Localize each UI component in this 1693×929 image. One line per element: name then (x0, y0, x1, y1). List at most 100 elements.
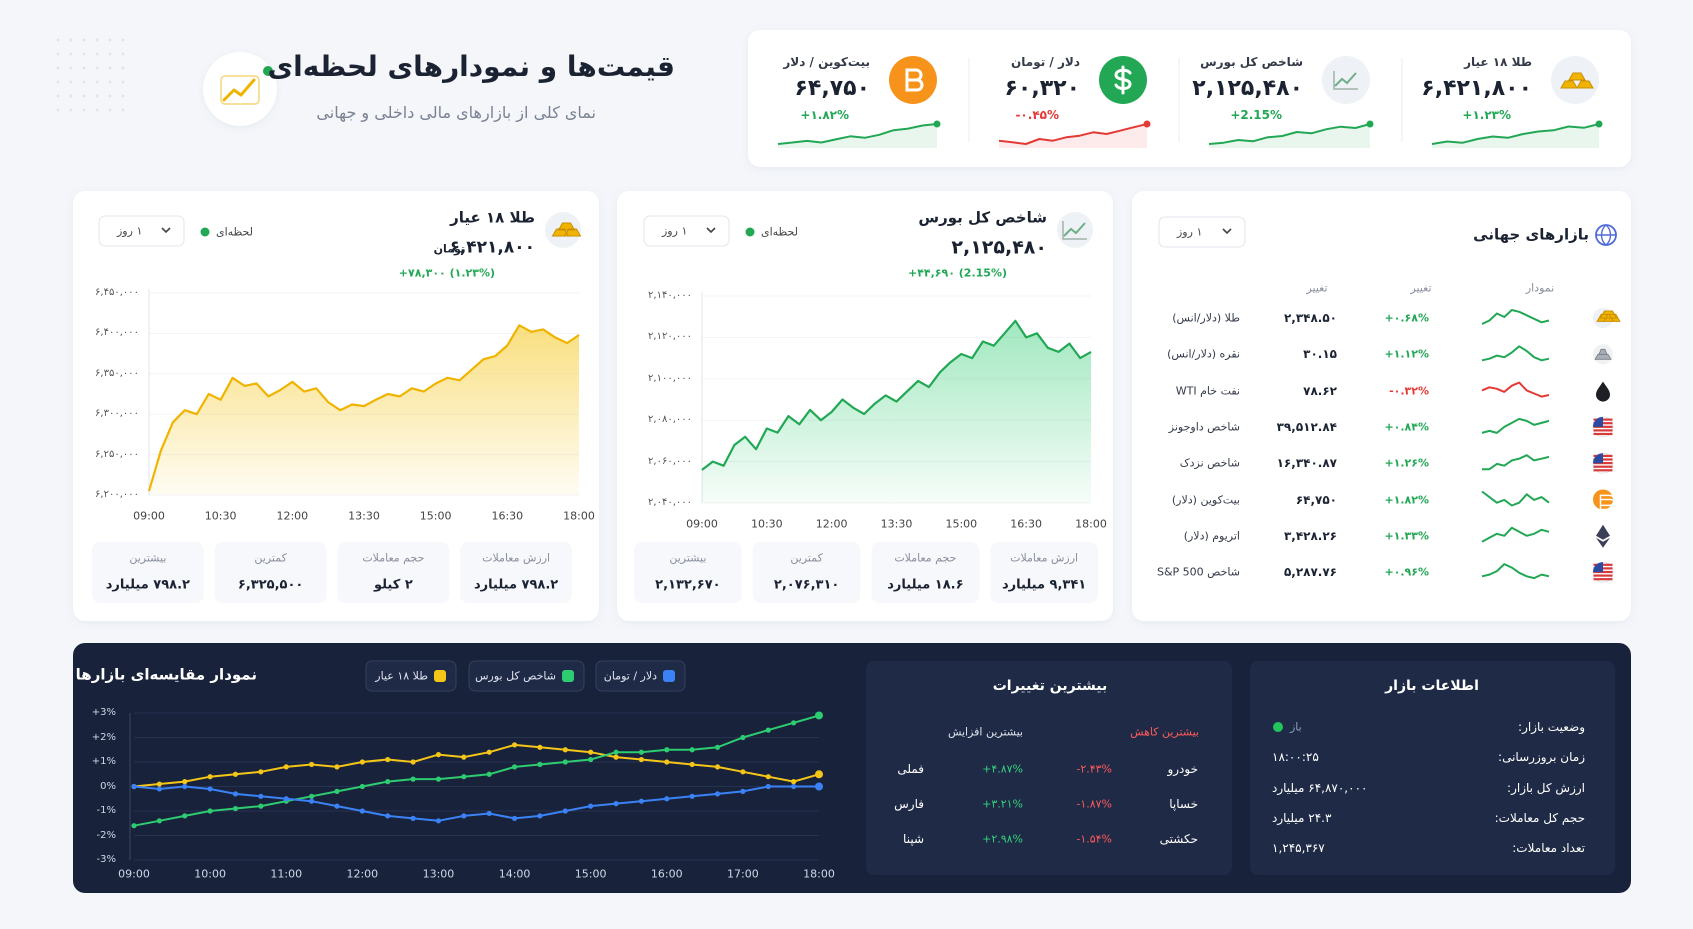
series-point (740, 769, 746, 775)
icon-flag-canton (1593, 416, 1603, 427)
row-name: طلا (دلار/انس) (1172, 311, 1240, 325)
live-dot (200, 227, 210, 237)
series-point (308, 798, 315, 804)
series-point (638, 798, 645, 804)
mover-change: +۲.۹۸% (982, 832, 1023, 846)
stat-value: ۲,۱۳۲,۶۷۰ (655, 577, 721, 593)
icon-oil (1596, 381, 1610, 402)
period-label: ۱ روز (117, 224, 143, 238)
sparkline-end (933, 120, 941, 128)
series-point (283, 796, 289, 802)
row-change: +۱.۱۲% (1384, 347, 1429, 361)
row-change: +۰.۶۸% (1384, 311, 1429, 325)
dot-pattern (108, 80, 112, 84)
series-point (562, 747, 568, 753)
row-name: شاخص S&P 500 (1156, 565, 1240, 579)
area-fill (149, 325, 579, 495)
stat-box (871, 542, 980, 603)
sparkline (1431, 123, 1600, 145)
dot-pattern (82, 108, 86, 112)
period-label: ۱ روز (1177, 225, 1203, 239)
ticker-price: ۲,۱۲۵,۴۸۰ (1192, 76, 1303, 101)
dot-pattern (69, 38, 73, 42)
y-tick-label: ۲,۱۰۰,۰۰۰ (648, 372, 692, 384)
dot-pattern (69, 94, 73, 98)
column-header: نمودار (1525, 281, 1555, 295)
series-point (714, 791, 721, 797)
series-point (435, 776, 442, 782)
area-line (701, 319, 1092, 471)
stat-label: کمترین (790, 551, 823, 565)
series-point (689, 793, 695, 799)
sparkline-area (999, 124, 1147, 148)
y-tick-label: +3% (91, 707, 116, 718)
sparkline (1481, 417, 1550, 434)
ticker-change: +2.15% (1230, 108, 1282, 122)
column-header: تغییر (1410, 281, 1432, 295)
dot-pattern (121, 66, 125, 70)
series-point (131, 823, 137, 829)
x-tick-label: 16:00 (650, 867, 683, 881)
y-tick-label: -1% (96, 805, 116, 816)
series-point (359, 808, 365, 814)
dot-pattern (56, 66, 60, 70)
chart-change: +۷۸,۳۰۰ (۱.۲۳%) (398, 266, 495, 280)
series-point (511, 764, 518, 770)
icon-index (1063, 222, 1086, 237)
dot-pattern (56, 108, 60, 112)
series-point (613, 801, 619, 807)
dot-pattern (82, 52, 86, 56)
x-tick-label: 15:00 (574, 867, 607, 881)
row-price: ۶۴,۷۵۰ (1295, 492, 1337, 507)
series-point (791, 783, 797, 790)
x-tick-label: 13:00 (422, 867, 455, 881)
series-point (410, 776, 416, 782)
chart-unit: تومان (433, 242, 465, 256)
icon-silver (1594, 348, 1612, 360)
info-value: ۶۴,۸۷۰,۰۰۰ میلیارد (1272, 780, 1368, 795)
y-tick-label: ۶,۳۰۰,۰۰۰ (95, 408, 139, 420)
series-point (207, 774, 213, 780)
dot-pattern (82, 94, 86, 98)
x-tick-label: 11:00 (270, 867, 303, 881)
info-value: ۱۸:۰۰:۲۵ (1272, 750, 1319, 765)
series-point (435, 818, 442, 824)
ticker-price: ۶۴,۷۵۰ (794, 76, 871, 101)
y-tick-label: -2% (96, 829, 116, 841)
series-point (765, 783, 771, 790)
series-point (588, 756, 594, 763)
series-point (283, 764, 289, 770)
dot-pattern (95, 38, 99, 42)
series-point (486, 810, 492, 817)
series-point (664, 759, 670, 765)
x-tick-label: 09:00 (118, 867, 150, 881)
series-point (207, 808, 213, 814)
ticker-name: دلار / تومان (1011, 55, 1080, 69)
series-point (613, 754, 619, 760)
chart-price: ۶,۴۲۱,۸۰۰ (449, 237, 535, 258)
icon-flag-stripe (1593, 465, 1613, 468)
sparkline (777, 123, 938, 145)
icon-flag-canton (1593, 453, 1603, 464)
stat-value: ۶,۳۲۵,۵۰۰ (237, 577, 304, 593)
series-point (232, 805, 239, 812)
info-label: حجم کل معاملات: (1494, 810, 1585, 825)
series-point (435, 752, 442, 758)
icon-dollar (1114, 65, 1132, 95)
legend-swatch (434, 670, 446, 682)
dot-pattern (69, 52, 73, 56)
dropdown-chevron (161, 227, 171, 234)
series-point (689, 747, 695, 753)
series-point (461, 774, 467, 780)
series-point (359, 759, 365, 765)
y-tick-label: ۲,۰۶۰,۰۰۰ (648, 455, 692, 467)
bottom-panel (73, 643, 1631, 893)
sparkline (1482, 454, 1550, 471)
period-dropdown (98, 215, 185, 247)
info-label: تعداد معاملات: (1512, 841, 1585, 856)
series-point (461, 813, 467, 819)
mover-name: فارس (894, 797, 924, 811)
series-line (133, 714, 820, 827)
dot-pattern (108, 52, 112, 56)
series-point (815, 770, 823, 779)
